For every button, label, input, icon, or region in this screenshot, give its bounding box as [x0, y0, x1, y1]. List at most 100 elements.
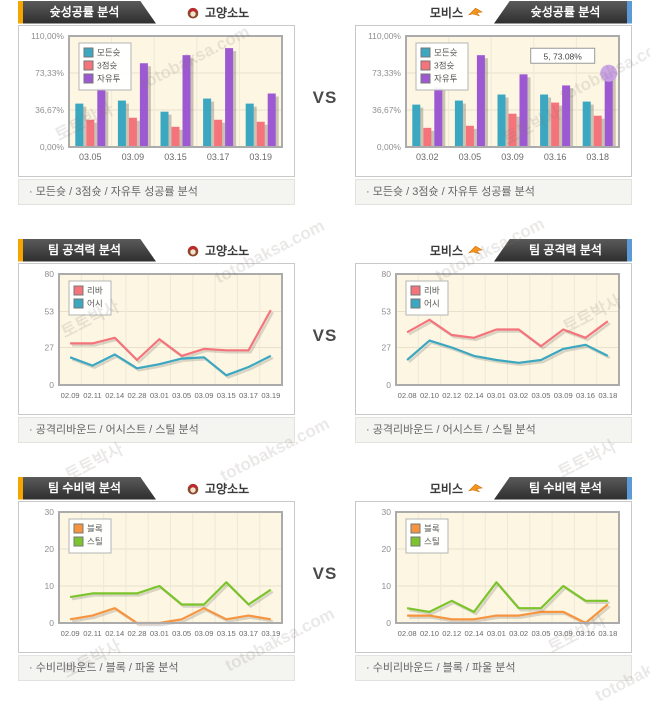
svg-text:모든슛: 모든슛 — [434, 48, 458, 58]
svg-text:110,00%: 110,00% — [31, 31, 64, 41]
svg-text:80: 80 — [45, 269, 55, 279]
team-left-label: 고양소노 — [186, 480, 249, 497]
svg-text:02.11: 02.11 — [83, 629, 101, 638]
svg-text:리바: 리바 — [424, 286, 440, 296]
svg-text:20: 20 — [382, 544, 392, 554]
svg-text:03.15: 03.15 — [217, 391, 236, 400]
svg-text:30: 30 — [382, 507, 392, 517]
svg-text:02.28: 02.28 — [128, 629, 147, 638]
svg-text:03.18: 03.18 — [598, 391, 617, 400]
team-left-label: 고양소노 — [186, 242, 249, 259]
svg-text:03.17: 03.17 — [207, 152, 230, 162]
svg-text:03.15: 03.15 — [164, 152, 187, 162]
section-tab-shot-left: 슛성공률 분석 — [18, 1, 156, 24]
svg-text:02.09: 02.09 — [61, 391, 80, 400]
panel-header: 모비스 팀 공격력 분석 — [355, 238, 632, 262]
section-tab-shot-right: 슛성공률 분석 — [494, 0, 632, 24]
svg-text:03.05: 03.05 — [79, 152, 102, 162]
svg-text:03.05: 03.05 — [172, 629, 191, 638]
chart-shot-right[interactable]: 0,00% 36,67% 73,33% 110,00% 03.02 03.05 03.09 0… — [355, 25, 632, 177]
svg-text:03.01: 03.01 — [150, 391, 169, 400]
svg-text:어시: 어시 — [424, 299, 440, 309]
team-name: 모비스 — [429, 5, 463, 20]
svg-text:0,00%: 0,00% — [40, 142, 65, 152]
team-name: 고양소노 — [205, 5, 250, 20]
chart-caption: · 수비리바운드 / 블록 / 파울 분석 — [18, 655, 295, 681]
svg-text:03.09: 03.09 — [554, 391, 573, 400]
svg-text:03.18: 03.18 — [586, 152, 609, 162]
panel-right-offense: 모비스 팀 공격력 분석 0 27 53 80 02.08 02.10 02.12 02.14… — [355, 238, 632, 443]
panel-left-shot: 슛성공률 분석 고양소노 0,00% 36,67% 73,33% 110,00% 03.… — [18, 0, 295, 205]
svg-text:03.17: 03.17 — [239, 629, 258, 638]
svg-text:03.05: 03.05 — [172, 391, 191, 400]
svg-text:03.19: 03.19 — [261, 629, 280, 638]
panel-left-defense: 팀 수비력 분석 고양소노 0 10 20 30 02.09 02.11 02.14 02.2… — [18, 476, 295, 681]
svg-text:80: 80 — [382, 269, 392, 279]
svg-text:02.28: 02.28 — [128, 391, 147, 400]
svg-text:36,67%: 36,67% — [372, 105, 401, 115]
panel-right-defense: 모비스 팀 수비력 분석 0 10 20 30 02.08 02.10 02.12 02.14… — [355, 476, 632, 681]
chart-defense-right[interactable]: 0 10 20 30 02.08 02.10 02.12 02.14 03.01 03.02 03.… — [355, 501, 632, 653]
panel-header: 팀 수비력 분석 고양소노 — [18, 476, 295, 500]
team-mobis-logo-icon — [468, 6, 483, 19]
svg-text:3점슛: 3점슛 — [97, 61, 118, 71]
team-sono-logo-icon — [186, 482, 200, 495]
svg-text:02.11: 02.11 — [83, 391, 101, 400]
svg-text:03.17: 03.17 — [239, 391, 258, 400]
chart-offense-left[interactable]: 0 27 53 80 02.09 02.11 02.14 02.28 03.01 03.05 03.… — [18, 263, 295, 415]
chart-caption: · 공격리바운드 / 어시스트 / 스틸 분석 — [18, 417, 295, 443]
svg-text:02.09: 02.09 — [61, 629, 80, 638]
svg-text:30: 30 — [45, 507, 55, 517]
svg-text:53: 53 — [45, 306, 55, 316]
svg-text:03.19: 03.19 — [261, 391, 280, 400]
section-title: 슛성공률 분석 — [530, 4, 601, 19]
section-tab-offense-left: 팀 공격력 분석 — [18, 239, 156, 262]
svg-text:03.01: 03.01 — [150, 629, 169, 638]
panel-right-shot: 모비스 슛성공률 분석 0,00% 36,67% 73,33% 110,00% 03.0… — [355, 0, 632, 205]
chart-caption: · 모든슛 / 3점슛 / 자유투 성공률 분석 — [355, 179, 632, 205]
svg-text:03.15: 03.15 — [217, 629, 236, 638]
team-mobis-logo-icon — [468, 482, 483, 495]
chart-offense-right[interactable]: 0 27 53 80 02.08 02.10 02.12 02.14 03.01 03.02 03.… — [355, 263, 632, 415]
svg-text:03.19: 03.19 — [249, 152, 272, 162]
chart-defense-left[interactable]: 0 10 20 30 02.09 02.11 02.14 02.28 03.01 03.05 03.… — [18, 501, 295, 653]
svg-text:03.16: 03.16 — [576, 629, 595, 638]
section-title: 팀 공격력 분석 — [529, 242, 602, 257]
section-title: 팀 공격력 분석 — [48, 242, 121, 257]
section-tab-offense-right: 팀 공격력 분석 — [494, 238, 632, 262]
chart-caption: · 모든슛 / 3점슛 / 자유투 성공률 분석 — [18, 179, 295, 205]
svg-text:03.09: 03.09 — [122, 152, 145, 162]
panel-header: 팀 공격력 분석 고양소노 — [18, 238, 295, 262]
chart-caption: · 수비리바운드 / 블록 / 파울 분석 — [355, 655, 632, 681]
svg-text:03.02: 03.02 — [416, 152, 439, 162]
svg-text:03.01: 03.01 — [487, 629, 506, 638]
svg-text:36,67%: 36,67% — [35, 105, 64, 115]
svg-text:02.08: 02.08 — [398, 629, 417, 638]
svg-text:5, 73.08%: 5, 73.08% — [544, 51, 583, 61]
svg-text:03.05: 03.05 — [459, 152, 482, 162]
section-title: 팀 수비력 분석 — [529, 480, 602, 495]
svg-text:02.14: 02.14 — [465, 391, 484, 400]
team-right-label: 모비스 — [430, 242, 483, 259]
chart-shot-left[interactable]: 0,00% 36,67% 73,33% 110,00% 03.05 03.09 03.15 0… — [18, 25, 295, 177]
panel-header: 슛성공률 분석 고양소노 — [18, 0, 295, 24]
svg-text:03.09: 03.09 — [194, 629, 213, 638]
svg-text:03.16: 03.16 — [544, 152, 567, 162]
team-mobis-logo-icon — [468, 244, 483, 257]
svg-text:03.05: 03.05 — [531, 629, 550, 638]
section-title: 팀 수비력 분석 — [48, 480, 121, 495]
svg-text:리바: 리바 — [87, 286, 103, 296]
svg-text:03.05: 03.05 — [531, 391, 550, 400]
team-sono-logo-icon — [186, 244, 200, 257]
svg-text:0: 0 — [49, 380, 54, 390]
svg-text:어시: 어시 — [87, 299, 103, 309]
svg-text:03.01: 03.01 — [487, 391, 506, 400]
team-sono-logo-icon — [186, 6, 200, 19]
svg-text:0: 0 — [386, 618, 391, 628]
svg-text:53: 53 — [382, 306, 392, 316]
team-name: 모비스 — [429, 481, 463, 496]
team-name: 고양소노 — [205, 243, 250, 258]
svg-text:03.09: 03.09 — [194, 391, 213, 400]
section-tab-defense-left: 팀 수비력 분석 — [18, 477, 156, 500]
